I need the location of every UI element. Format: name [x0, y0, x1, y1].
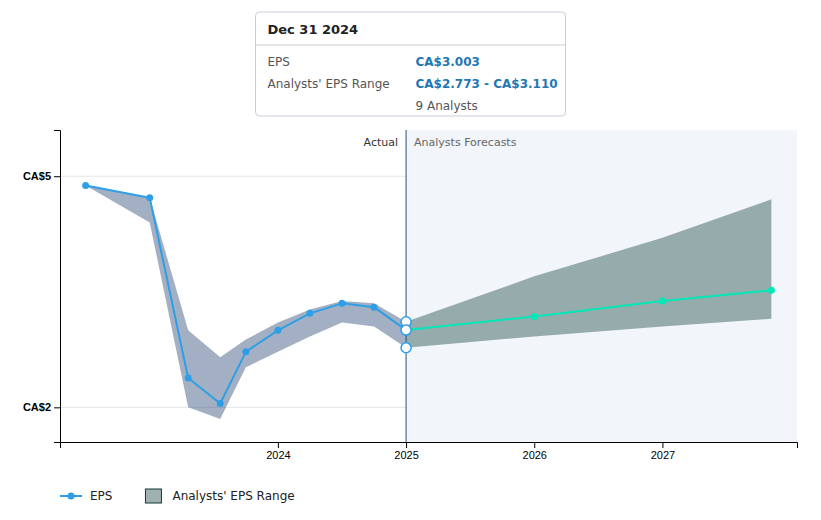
tooltip-value: CA$3.003 [416, 55, 480, 69]
point [659, 298, 666, 305]
tick-label: 2026 [523, 449, 547, 461]
tick: CA$2 [23, 401, 60, 413]
highlight-point[interactable] [401, 343, 411, 353]
legend-label: Analysts' EPS Range [172, 489, 294, 503]
region-label: Analysts Forecasts [414, 136, 517, 149]
tick-mark [54, 176, 60, 177]
legend-item: EPS [60, 489, 112, 503]
point [306, 310, 313, 317]
legend-swatch [68, 493, 75, 500]
forecast-region [406, 130, 797, 442]
tick: 2024 [266, 442, 290, 461]
divider [406, 130, 407, 442]
point [146, 194, 153, 201]
tick: 2025 [394, 442, 418, 461]
tick-label: CA$5 [23, 170, 51, 182]
point [274, 327, 281, 334]
tick: CA$5 [23, 170, 60, 182]
tick-label: 2024 [266, 449, 290, 461]
point [531, 313, 538, 320]
line [86, 185, 406, 403]
highlight-point[interactable] [401, 325, 411, 335]
range-area [406, 199, 771, 347]
point [217, 400, 224, 407]
axis-line [54, 131, 61, 443]
axis-line [61, 443, 798, 449]
tick-label: 2025 [394, 449, 418, 461]
tooltip-box [256, 12, 566, 116]
tick-mark [278, 442, 279, 448]
tick-mark [406, 442, 407, 448]
point [185, 375, 192, 382]
legend: EPS Analysts' EPS Range [60, 489, 295, 503]
tooltip: Dec 31 2024 EPS CA$3.003 Analysts' EPS Rang… [256, 12, 566, 116]
legend-label: EPS [90, 489, 112, 503]
tick-mark [54, 407, 60, 408]
plot-area [82, 130, 797, 442]
tooltip-separator [256, 45, 566, 46]
point [338, 300, 345, 307]
tooltip-label: Analysts' EPS Range [268, 77, 390, 91]
tooltip-value: CA$2.773 - CA$3.110 [416, 77, 558, 91]
region-label: Actual [364, 136, 398, 149]
legend-swatch [145, 489, 161, 503]
tooltip-note: 9 Analysts [416, 99, 478, 113]
tick: 2027 [651, 442, 675, 461]
tooltip-label: EPS [268, 55, 290, 69]
legend-item: Analysts' EPS Range [145, 489, 294, 503]
point [82, 182, 89, 189]
tick-label: 2027 [651, 449, 675, 461]
tick: 2026 [523, 442, 547, 461]
x-axis: 2024 2025 2026 2027 [61, 442, 798, 461]
tooltip-title: Dec 31 2024 [268, 22, 359, 37]
point [768, 287, 775, 294]
tick-label: CA$2 [23, 401, 51, 413]
range-area [86, 185, 406, 418]
tick-mark [534, 442, 535, 448]
y-axis: CA$2 CA$5 [23, 131, 61, 443]
line [406, 290, 771, 330]
point [371, 304, 378, 311]
point [242, 348, 249, 355]
chart: 2024 2025 2026 2027 CA$2 CA$5 Actual Analysts F… [0, 0, 821, 520]
tick-mark [662, 442, 663, 448]
